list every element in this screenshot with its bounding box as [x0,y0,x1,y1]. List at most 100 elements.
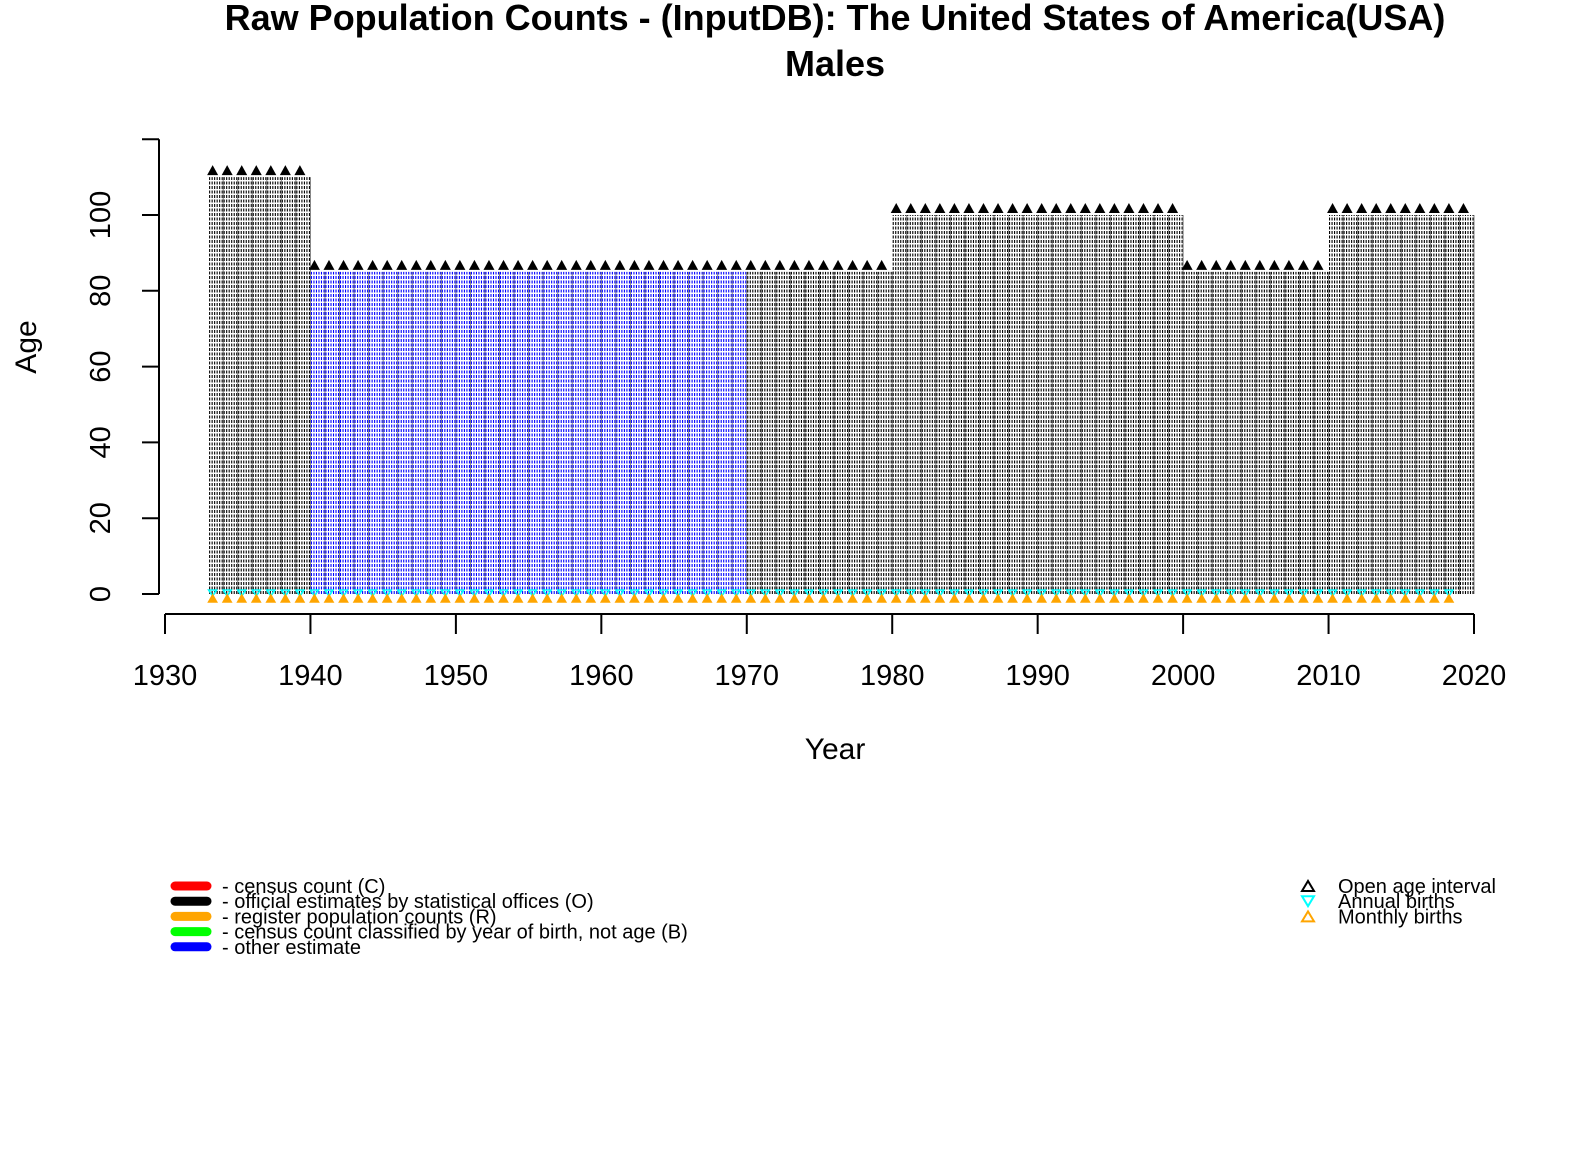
births-markers [207,589,1455,603]
annual-births-marker-1955 [527,589,539,598]
annual-births-marker-1950 [454,589,466,598]
open-age-marker-1936 [250,165,262,176]
open-age-marker-1975 [818,259,829,270]
year-column-1966 [689,271,704,594]
annual-births-marker-1965 [672,589,684,598]
open-age-markers [207,165,1469,270]
open-age-marker-1977 [847,259,859,270]
open-age-marker-1971 [759,259,771,270]
monthly-births-marker-2002 [1210,593,1222,603]
chart-subtitle: Males [785,43,885,84]
legend-data-types: - census count (C)- official estimates b… [170,876,688,959]
monthly-births-marker-1999 [1167,593,1178,603]
annual-births-marker-1972 [774,589,786,598]
open-age-marker-2019 [1457,203,1469,213]
year-column-1967 [703,271,719,594]
monthly-births-marker-1977 [847,593,858,603]
open-age-marker-1999 [1167,203,1179,213]
monthly-births-marker-1958 [570,593,582,603]
year-column-2002 [1212,271,1228,594]
x-tick-label: 1960 [569,660,634,692]
monthly-births-marker-1970 [745,593,757,603]
open-age-marker-1973 [788,259,800,270]
year-column-1992 [1067,215,1082,594]
open-age-marker-1990 [1036,203,1048,213]
open-age-marker-2001 [1196,259,1208,270]
year-column-2008 [1299,271,1315,594]
open-age-marker-1942 [338,259,350,270]
legend-label: - census count classified by year of bir… [222,922,688,944]
year-column-1938 [281,177,297,594]
annual-births-marker-1994 [1094,589,1106,598]
legend-marker-icon [1300,879,1316,892]
y-tick-label: 60 [85,350,117,382]
annual-births-marker-1961 [614,589,626,598]
monthly-births-marker-1950 [454,593,466,603]
monthly-births-marker-1962 [629,593,640,603]
annual-births-marker-2011 [1341,589,1353,598]
monthly-births-marker-1945 [381,593,393,603]
y-tick-label: 100 [85,191,117,239]
monthly-births-marker-2008 [1298,593,1309,603]
monthly-births-marker-1981 [905,593,917,603]
annual-births-marker-1954 [512,589,524,598]
annual-births-marker-1935 [236,589,248,598]
annual-births-marker-1949 [439,589,451,598]
open-age-marker-1963 [643,259,655,270]
open-age-marker-2009 [1312,259,1324,270]
monthly-births-marker-2010 [1327,593,1338,603]
year-column-1942 [339,271,355,594]
year-column-2003 [1227,271,1242,594]
open-age-marker-2012 [1356,203,1368,213]
year-column-1963 [645,271,661,594]
monthly-births-marker-2005 [1254,593,1266,603]
annual-births-marker-2017 [1428,589,1440,598]
open-age-marker-1995 [1108,203,1120,213]
annual-births-marker-1938 [279,589,291,598]
year-column-2005 [1256,271,1271,594]
year-column-1989 [1023,215,1039,594]
open-age-marker-1969 [730,259,742,270]
open-age-marker-1993 [1079,203,1091,213]
year-column-1947 [412,271,428,594]
open-age-marker-1935 [236,165,248,176]
year-column-1999 [1169,215,1184,594]
open-age-marker-2018 [1443,203,1455,213]
year-column-1996 [1125,215,1140,594]
year-column-1950 [456,271,471,594]
annual-births-marker-1983 [934,589,946,598]
year-column-1987 [994,215,1010,594]
annual-births-marker-2003 [1225,589,1237,598]
annual-births-marker-1944 [367,589,379,598]
annual-births-marker-1957 [556,589,568,598]
year-column-2012 [1358,215,1373,594]
year-column-1961 [616,271,631,594]
monthly-births-marker-1992 [1065,593,1077,603]
year-column-1935 [238,177,253,594]
year-column-1969 [732,271,748,594]
legend-label: - other estimate [222,937,361,959]
open-age-marker-1994 [1094,203,1106,213]
annual-births-marker-1952 [483,589,495,598]
open-age-marker-1951 [468,259,480,270]
open-age-marker-1934 [221,165,233,176]
monthly-births-marker-1963 [643,593,655,603]
open-age-marker-2017 [1428,203,1440,213]
monthly-births-marker-1946 [396,593,408,603]
open-age-marker-1954 [512,259,524,270]
annual-births-marker-1964 [658,589,670,598]
monthly-births-marker-1940 [309,593,320,603]
year-column-1976 [834,271,850,594]
monthly-births-marker-1966 [687,593,698,603]
year-column-1990 [1038,215,1053,594]
year-column-2001 [1198,271,1213,594]
monthly-births-marker-1938 [279,593,291,603]
year-column-1991 [1052,215,1068,594]
annual-births-marker-1942 [338,589,350,598]
annual-births-marker-1968 [716,589,728,598]
annual-births-marker-1967 [701,589,713,598]
x-tick-label: 1950 [424,660,489,692]
open-age-marker-2014 [1385,203,1397,213]
monthly-births-marker-1935 [236,593,248,603]
year-column-1994 [1096,215,1111,594]
